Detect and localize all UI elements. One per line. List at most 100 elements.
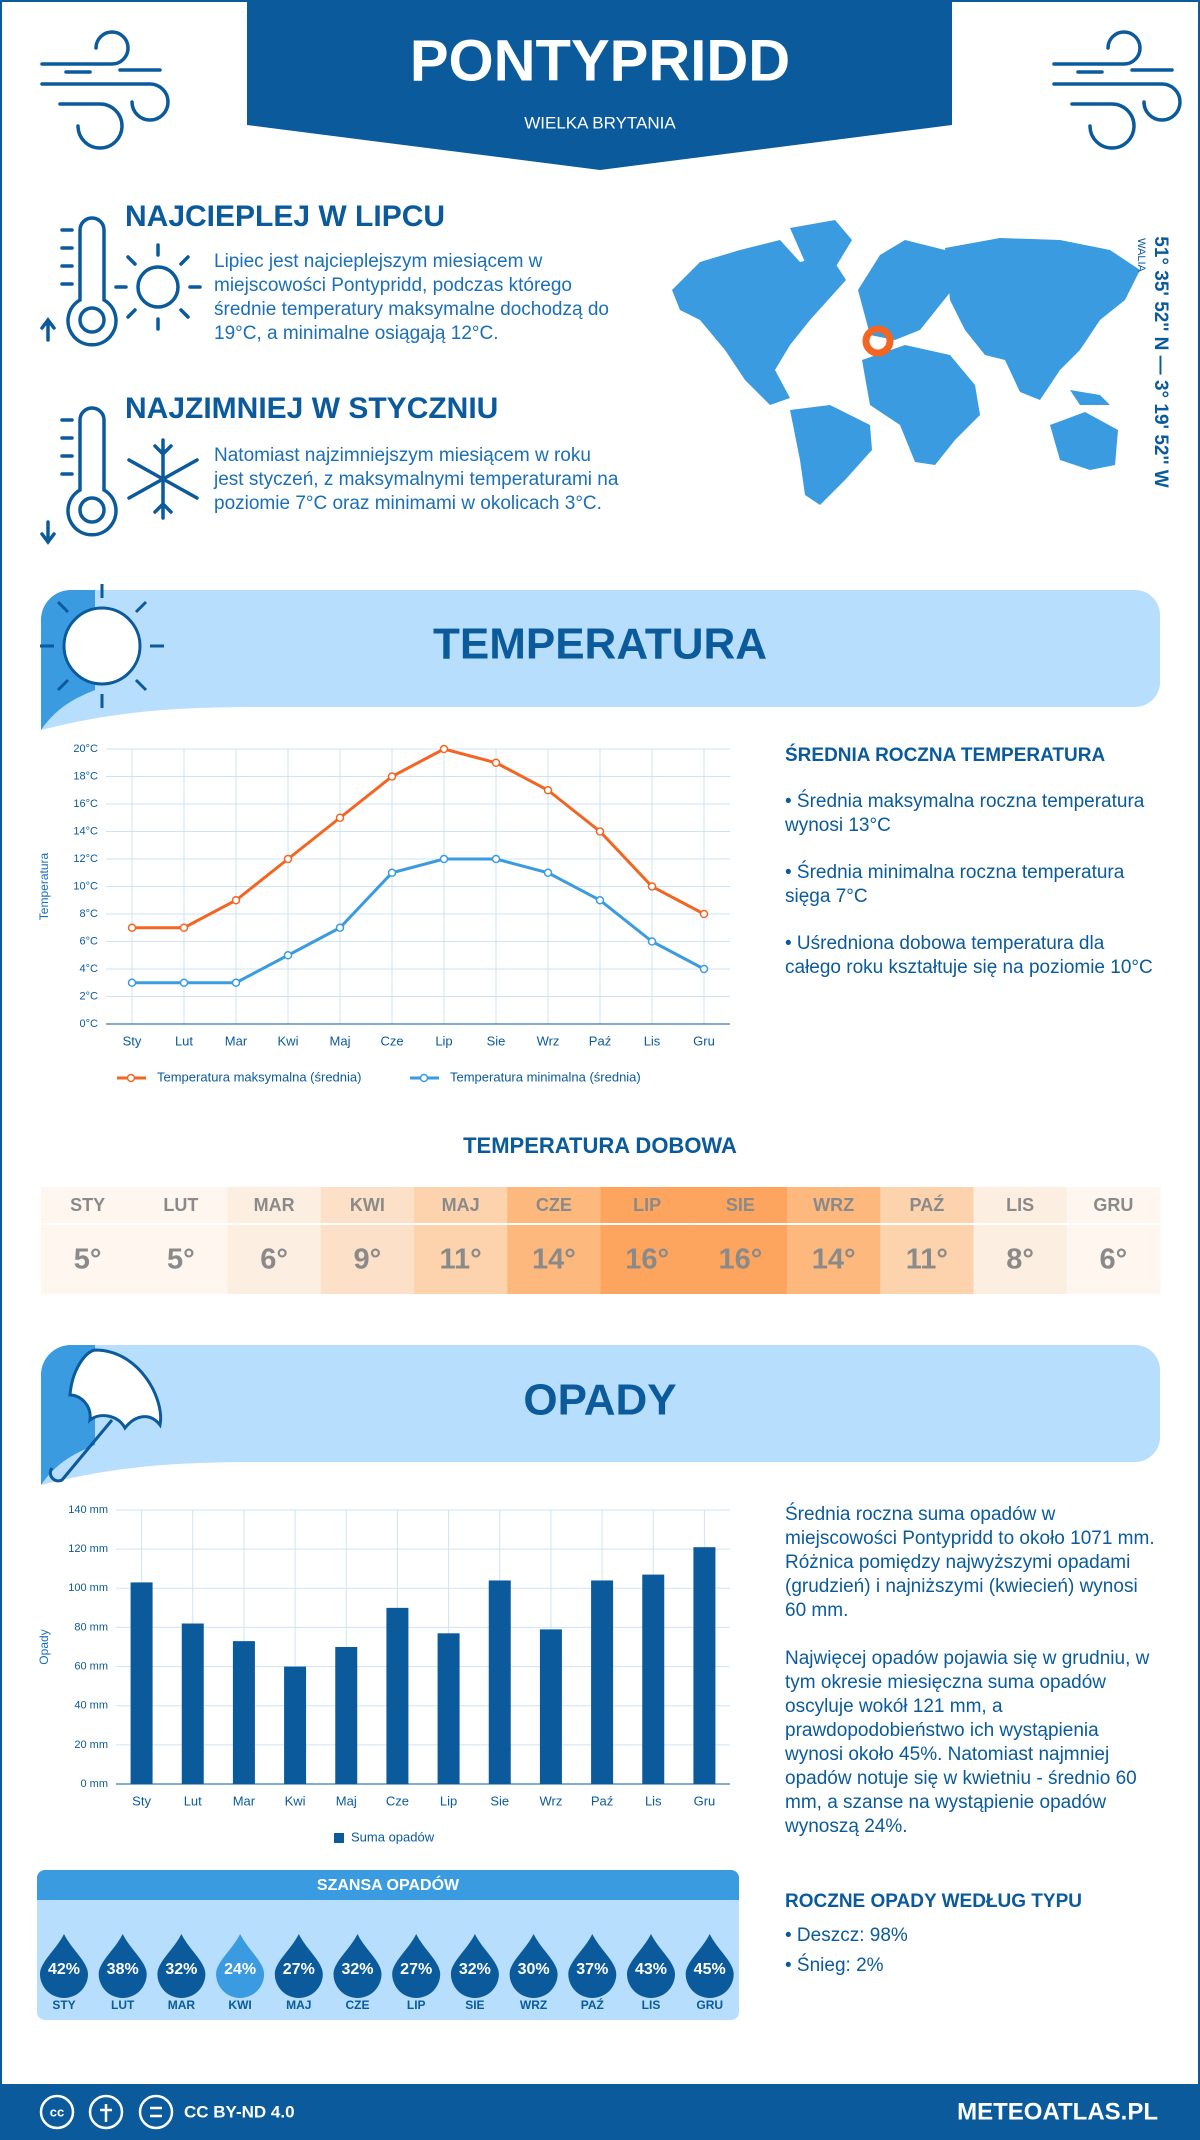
point	[543, 786, 553, 795]
table-header: WRZ	[813, 1195, 854, 1215]
legend-label: Temperatura maksymalna (średnia)	[157, 1069, 361, 1084]
drop-month: WRZ	[520, 1998, 547, 2012]
footer	[0, 2084, 1200, 2140]
bar	[181, 1623, 204, 1784]
point	[647, 937, 657, 946]
warmest-text: Lipiec jest najcieplejszym miesiącem w m…	[214, 251, 609, 344]
bar	[437, 1633, 460, 1784]
y-tick-label: 40 mm	[74, 1700, 108, 1712]
table-value: 16°	[718, 1244, 762, 1276]
drop-label: 30%	[518, 1961, 550, 1978]
site: METEOATLAS.PL	[957, 2098, 1158, 2125]
x-tick-label: Lis	[645, 1793, 662, 1808]
drop-month: CZE	[346, 1998, 370, 2012]
point	[127, 923, 137, 932]
umbrella-icon	[48, 1348, 163, 1483]
bar	[386, 1607, 409, 1784]
y-tick-label: 16°C	[73, 798, 98, 810]
x-tick-label: Paź	[591, 1793, 613, 1808]
x-tick-label: Cze	[386, 1793, 409, 1808]
drop-label: 27%	[400, 1961, 432, 1978]
table-cell	[600, 1187, 695, 1294]
line	[132, 747, 705, 930]
table-cell	[507, 1187, 601, 1294]
table-header: LIS	[1006, 1195, 1034, 1215]
drop	[40, 1934, 88, 1998]
legend-label: Suma opadów	[351, 1829, 435, 1844]
drop-label: 32%	[165, 1961, 197, 1978]
drop-month: MAJ	[286, 1998, 311, 2012]
line	[132, 857, 705, 985]
drop-label: 38%	[107, 1961, 139, 1978]
bar	[591, 1580, 614, 1784]
y-tick-label: 0°C	[80, 1018, 99, 1030]
header-subtitle: WIELKA BRYTANIA	[524, 113, 676, 132]
point	[491, 758, 501, 767]
table-title: TEMPERATURA DOBOWA	[463, 1133, 737, 1158]
section-title: OPADY	[523, 1376, 676, 1425]
bar	[642, 1574, 665, 1784]
point	[283, 951, 293, 960]
table-value: 14°	[812, 1244, 856, 1276]
x-tick-label: Mar	[225, 1033, 248, 1048]
point	[179, 923, 189, 932]
x-tick-label: Sie	[487, 1033, 506, 1048]
y-tick-label: 10°C	[73, 880, 98, 892]
x-tick-label: Sty	[132, 1793, 151, 1808]
x-tick-label: Kwi	[285, 1793, 306, 1808]
table-cell	[787, 1187, 881, 1294]
point	[439, 854, 449, 864]
drop-month: KWI	[228, 1998, 251, 2012]
drop-month: SIE	[465, 1998, 484, 2012]
x-tick-label: Lis	[644, 1033, 661, 1048]
chance-title: SZANSA OPADÓW	[317, 1875, 460, 1894]
bar	[232, 1641, 255, 1784]
table-value: 14°	[532, 1244, 576, 1276]
table-value: 11°	[439, 1244, 481, 1276]
table-cell	[880, 1187, 974, 1294]
table-cell	[1066, 1187, 1161, 1294]
drop-label: 24%	[224, 1961, 256, 1978]
point	[491, 854, 501, 864]
table-header: SIE	[726, 1195, 755, 1215]
sun-icon	[40, 584, 164, 708]
bar	[488, 1580, 511, 1784]
y-tick-label: 18°C	[73, 770, 98, 782]
drop	[157, 1934, 206, 1998]
drop-label: 45%	[694, 1961, 726, 1978]
y-tick-label: 100 mm	[68, 1582, 108, 1594]
table-value: 6°	[260, 1244, 288, 1276]
drop-month: PAŹ	[581, 1997, 604, 2012]
chance-panel	[37, 1870, 739, 2020]
drop	[685, 1934, 734, 1998]
table-value: 9°	[354, 1244, 382, 1276]
y-tick-label: 2°C	[80, 990, 99, 1002]
x-tick-label: Gru	[694, 1793, 716, 1808]
drop	[274, 1934, 323, 1998]
world-map	[672, 220, 1140, 505]
point	[179, 978, 189, 987]
point	[387, 868, 397, 877]
table-header: LIP	[633, 1195, 661, 1215]
y-tick-label: 6°C	[80, 935, 99, 947]
table-header: LUT	[163, 1195, 198, 1215]
drop-label: 42%	[48, 1961, 80, 1978]
wind-icon	[40, 30, 170, 150]
y-tick-label: 120 mm	[68, 1543, 108, 1555]
x-tick-label: Wrz	[539, 1793, 562, 1808]
x-tick-label: Paź	[589, 1033, 611, 1048]
point	[699, 909, 709, 919]
license-icons	[39, 2094, 174, 2130]
point	[335, 923, 345, 932]
point	[647, 882, 657, 891]
precip-text: Średnia roczna suma opadów w miejscowośc…	[785, 1504, 1155, 1621]
coldest-title: NAJZIMNIEJ W STYCZNIU	[125, 392, 499, 425]
region: WALIA	[1135, 238, 1147, 272]
precipitation-chart: 0 mm 20 mm 40 mm 60 mm 80 mm 100 mm 120 mm 140 …	[37, 1504, 730, 1844]
bar	[693, 1547, 716, 1784]
precip-text: Najwięcej opadów pojawia się w grudniu, …	[785, 1648, 1150, 1837]
header-title: PONTYPRIDD	[410, 28, 790, 93]
x-tick-label: Wrz	[537, 1033, 560, 1048]
table-header: PAŹ	[910, 1194, 945, 1215]
